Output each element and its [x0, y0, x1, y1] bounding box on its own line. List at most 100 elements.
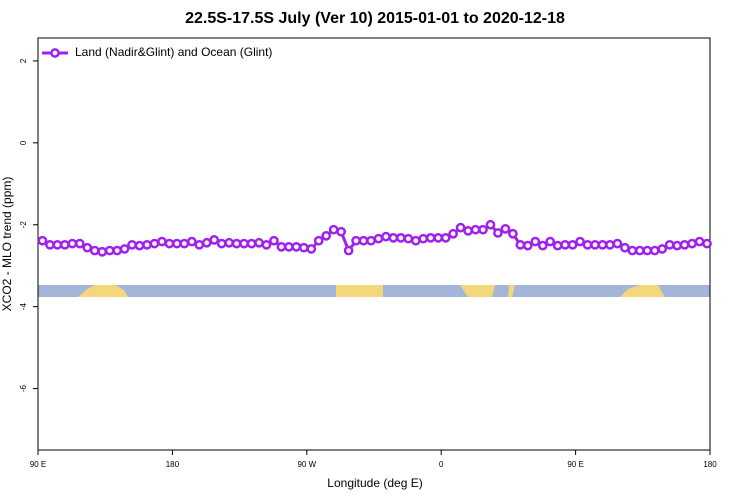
data-point	[425, 233, 436, 243]
data-point	[493, 228, 503, 238]
data-point	[74, 238, 85, 249]
data-point	[605, 239, 615, 250]
data-point	[67, 238, 78, 249]
x-tick-label: 90 E	[30, 460, 46, 469]
data-point	[396, 233, 406, 243]
data-point	[112, 245, 122, 256]
data-point	[560, 239, 570, 250]
data-point	[508, 228, 518, 239]
land-ocean-band	[38, 285, 710, 297]
data-point	[463, 226, 473, 236]
data-point	[642, 245, 653, 256]
data-point	[388, 233, 399, 243]
data-point	[157, 236, 167, 247]
y-axis-label: XCO2 - MLO trend (ppm)	[0, 177, 14, 312]
data-point	[239, 238, 249, 249]
data-point	[381, 231, 391, 242]
data-point	[37, 235, 48, 246]
data-point	[567, 239, 578, 250]
data-point	[104, 245, 115, 256]
x-axis-label: Longitude (deg E)	[327, 476, 422, 490]
x-tick-label: 180	[166, 460, 180, 469]
data-point	[515, 239, 526, 250]
y-tick-label: -4	[19, 303, 28, 311]
data-point	[231, 238, 242, 249]
x-tick-label: 180	[703, 460, 717, 469]
data-point	[45, 239, 55, 250]
data-point	[60, 239, 70, 250]
data-point	[485, 219, 496, 230]
land-patch	[620, 285, 665, 297]
data-point	[455, 222, 466, 233]
data-point	[366, 235, 376, 246]
x-tick-label: 90 W	[297, 460, 316, 469]
data-point	[224, 237, 234, 248]
data-point	[597, 239, 608, 250]
data-point	[649, 245, 660, 256]
data-point	[164, 238, 175, 249]
data-point	[343, 245, 354, 256]
data-point	[328, 224, 339, 235]
data-point	[694, 236, 705, 247]
legend-marker	[50, 48, 60, 58]
data-point	[351, 235, 361, 246]
data-point	[261, 239, 272, 250]
data-point	[470, 224, 481, 235]
data-point	[702, 238, 712, 249]
data-point	[276, 242, 287, 252]
data-point	[52, 239, 63, 250]
data-point	[254, 237, 264, 248]
data-point	[291, 242, 302, 252]
data-point	[687, 238, 697, 249]
data-point	[657, 244, 668, 254]
data-point	[194, 239, 205, 250]
data-point	[134, 240, 145, 251]
data-point	[186, 236, 197, 247]
data-point	[664, 239, 675, 250]
data-point	[478, 224, 488, 235]
y-tick-label: -6	[19, 384, 28, 392]
data-point	[545, 236, 556, 247]
data-point	[590, 239, 600, 250]
data-point	[358, 235, 369, 246]
data-point	[119, 244, 130, 254]
data-point	[284, 242, 294, 252]
data-point	[530, 236, 541, 247]
data-point	[298, 242, 309, 253]
x-tick-label: 90 E	[567, 460, 583, 469]
y-tick-label: 2	[19, 58, 28, 63]
data-point	[537, 240, 548, 251]
data-point	[172, 238, 182, 249]
data-point	[403, 233, 414, 244]
data-point	[634, 245, 645, 256]
data-point	[313, 235, 324, 246]
data-point	[201, 237, 212, 248]
data-point	[418, 233, 429, 244]
data-point	[336, 226, 346, 237]
data-point	[500, 223, 511, 234]
data-point	[216, 238, 227, 249]
data-point	[612, 238, 623, 249]
y-tick-label: 0	[19, 140, 28, 145]
land-patch	[508, 285, 515, 297]
y-tick-label: -2	[19, 221, 28, 229]
data-point	[321, 230, 332, 241]
data-point	[179, 238, 190, 249]
data-point	[209, 235, 220, 245]
data-point	[97, 246, 108, 257]
data-point	[127, 239, 137, 250]
data-point	[149, 238, 160, 249]
data-point	[448, 228, 458, 239]
chart-title: 22.5S-17.5S July (Ver 10) 2015-01-01 to …	[185, 10, 565, 27]
land-patch	[78, 285, 128, 297]
data-point	[433, 233, 444, 243]
data-point	[522, 240, 533, 251]
data-point	[627, 245, 638, 256]
data-point	[142, 239, 152, 250]
data-point	[410, 235, 421, 246]
x-tick-label: 0	[439, 460, 444, 469]
data-point	[679, 239, 690, 250]
data-point	[306, 244, 317, 254]
data-point	[269, 235, 279, 246]
data-point	[582, 239, 593, 250]
